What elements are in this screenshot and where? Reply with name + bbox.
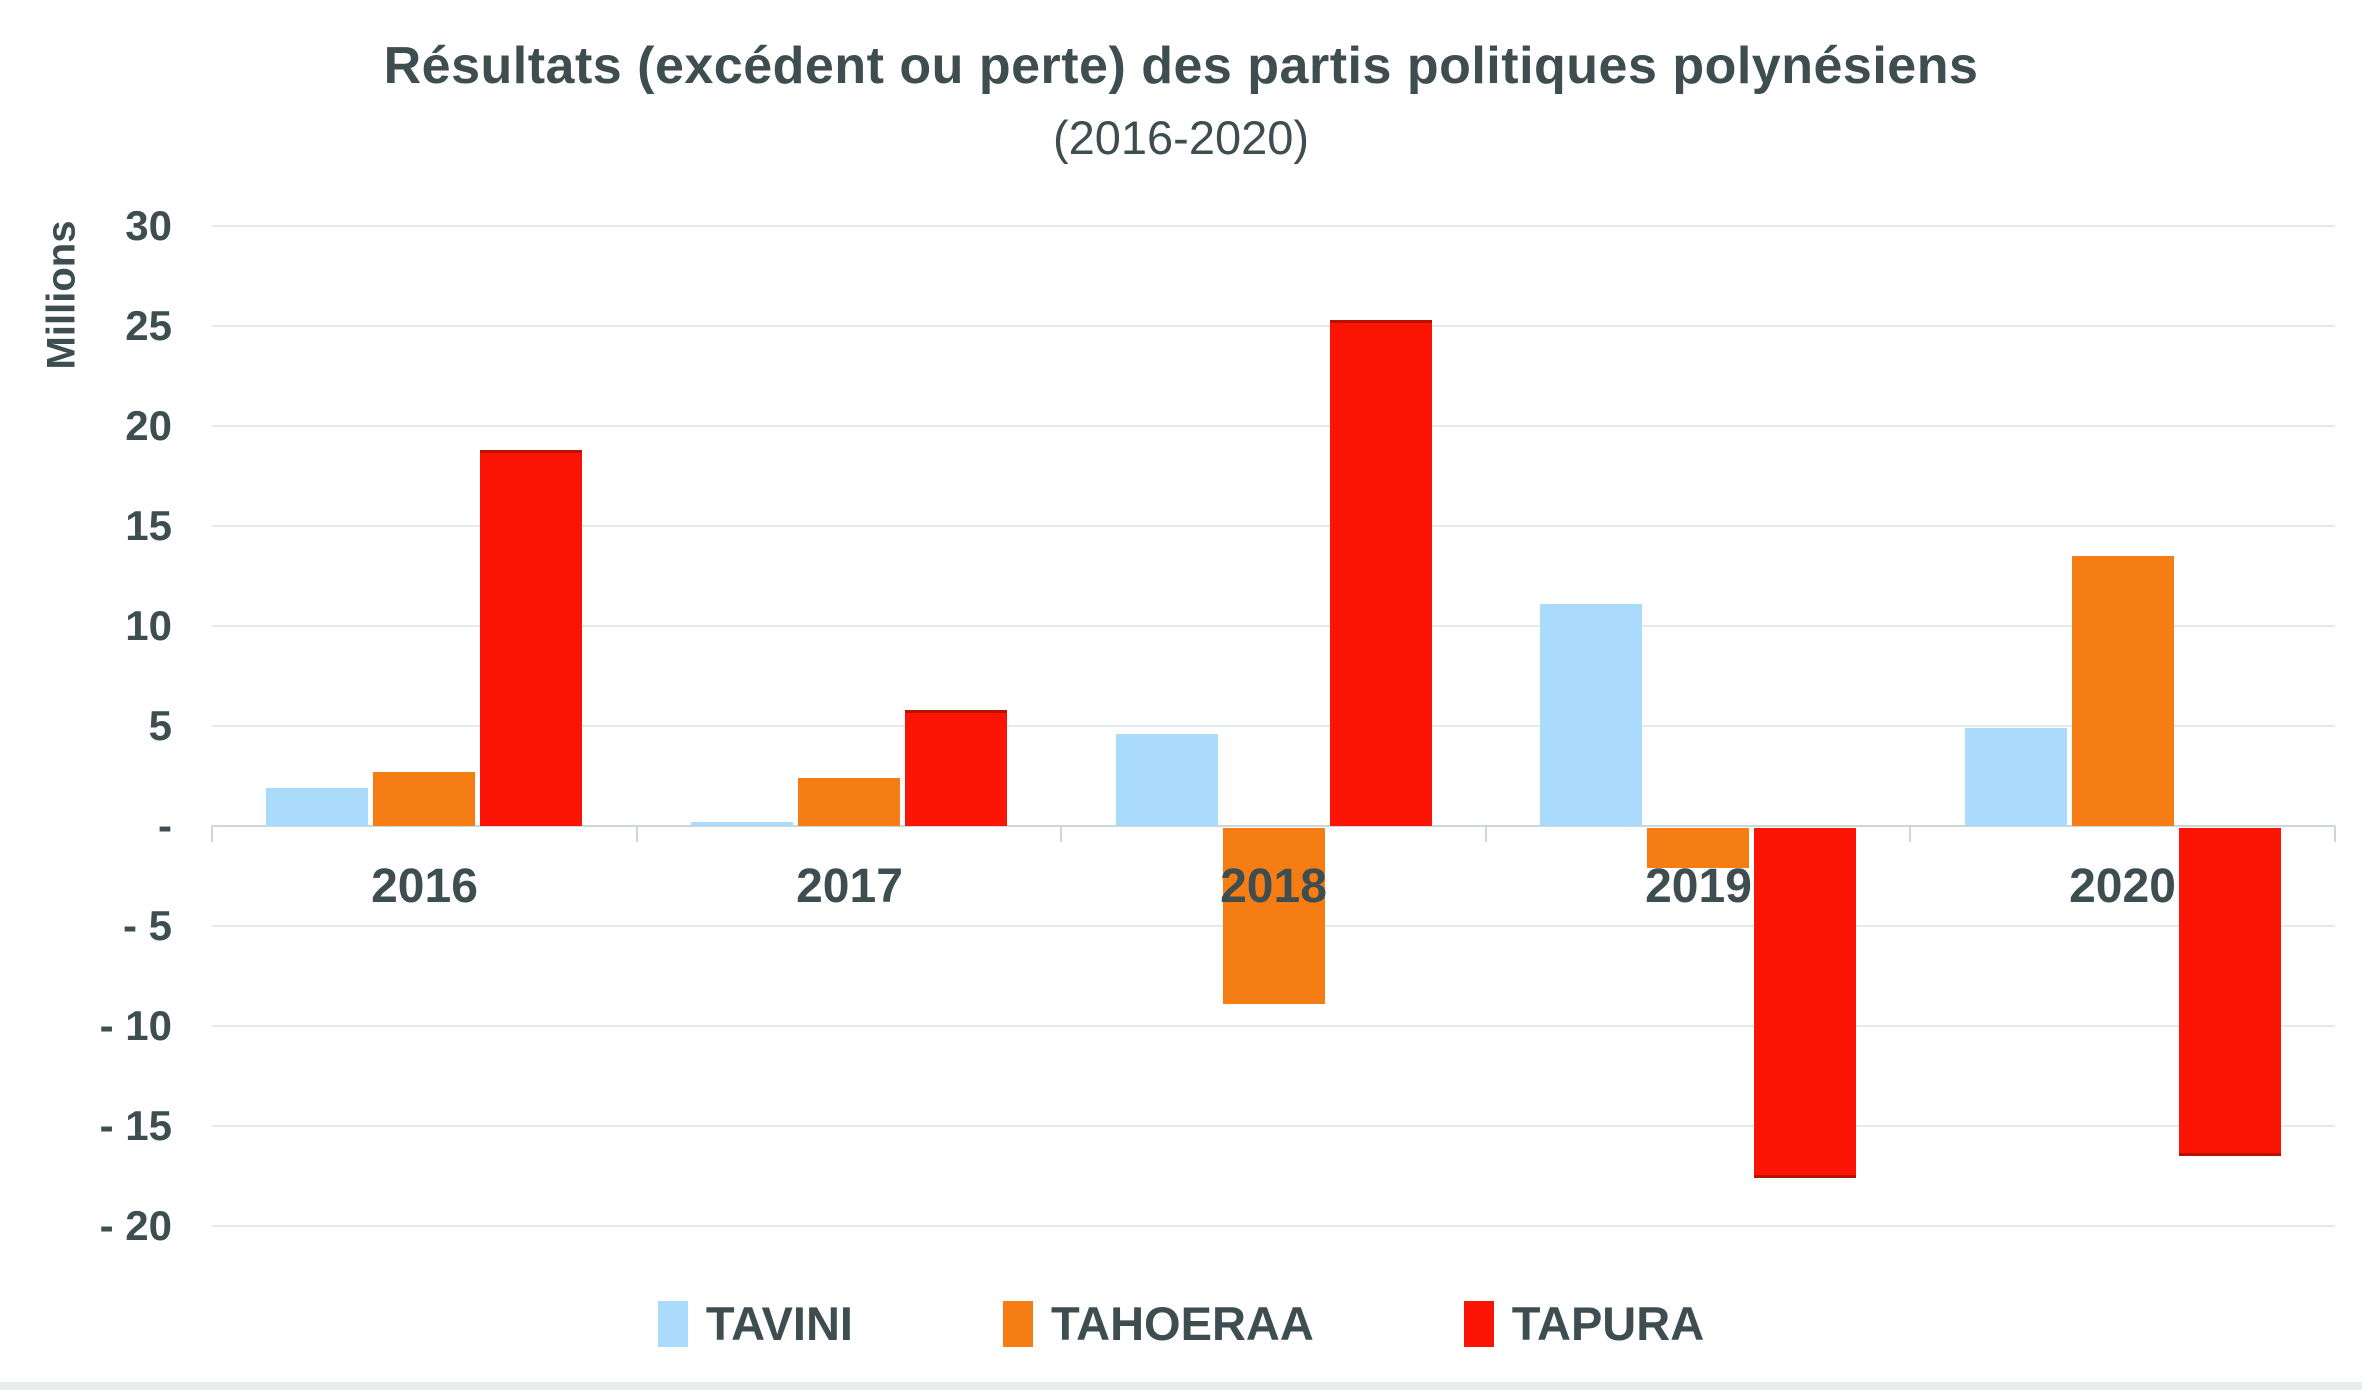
y-tick-label: - 5 [122, 902, 172, 949]
legend: TAVINI TAHOERAA TAPURA [0, 1296, 2362, 1351]
bar-tavini-2019 [1540, 604, 1642, 826]
gridline [212, 1125, 2335, 1127]
x-axis-tick [1060, 826, 1062, 842]
x-axis-label-2018: 2018 [1220, 860, 1327, 913]
y-tick-label: 10 [125, 602, 172, 649]
bar-tahoeraa-2019 [1647, 828, 1749, 868]
bottom-strip [0, 1382, 2362, 1390]
y-tick-label: 30 [125, 202, 172, 249]
gridline [212, 725, 2335, 727]
y-tick-label: 5 [148, 702, 172, 749]
bar-tapura-2016 [480, 450, 582, 826]
bar-tahoeraa-2017 [798, 778, 900, 826]
gridline [212, 1225, 2335, 1227]
x-axis-tick [211, 826, 213, 842]
y-tick-label: 25 [125, 302, 172, 349]
bar-tavini-2020 [1965, 728, 2067, 826]
gridline [212, 325, 2335, 327]
legend-swatch-tapura [1463, 1300, 1494, 1347]
x-axis-label-2019: 2019 [1645, 860, 1752, 913]
gridline [212, 225, 2335, 227]
y-tick-label: - 10 [99, 1002, 172, 1049]
x-axis-label-2016: 2016 [371, 860, 478, 913]
legend-swatch-tahoeraa [1002, 1300, 1033, 1347]
bar-tapura-2018 [1330, 320, 1432, 826]
y-tick-label: - 20 [99, 1202, 172, 1249]
bar-tavini-2016 [266, 788, 368, 826]
bar-tahoeraa-2018 [1223, 828, 1325, 1004]
bar-tapura-2019 [1754, 828, 1856, 1178]
legend-item-tapura: TAPURA [1463, 1296, 1705, 1351]
legend-item-tavini: TAVINI [657, 1296, 853, 1351]
x-axis-tick [2334, 826, 2336, 842]
y-tick-label: 15 [125, 502, 172, 549]
legend-label-tapura: TAPURA [1511, 1297, 1705, 1350]
gridline [212, 425, 2335, 427]
legend-swatch-tavini [657, 1300, 688, 1347]
x-axis-tick [1485, 826, 1487, 842]
bar-tahoeraa-2020 [2072, 556, 2174, 826]
legend-item-tahoeraa: TAHOERAA [1002, 1296, 1314, 1351]
x-axis-tick [1909, 826, 1911, 842]
x-axis-line [212, 825, 2335, 827]
bar-tahoeraa-2016 [373, 772, 475, 826]
gridline [212, 1025, 2335, 1027]
bar-tavini-2018 [1116, 734, 1218, 826]
bar-tapura-2017 [905, 710, 1007, 826]
chart-title: Résultats (excédent ou perte) des partis… [383, 37, 1979, 95]
bar-tapura-2020 [2179, 828, 2281, 1156]
y-tick-label: - 15 [99, 1102, 172, 1149]
y-tick-label: - [158, 802, 172, 849]
y-tick-label: 20 [125, 402, 172, 449]
x-axis-label-2020: 2020 [2069, 860, 2176, 913]
legend-label-tahoeraa: TAHOERAA [1050, 1297, 1314, 1350]
chart-subtitle: (2016-2020) [1052, 111, 1310, 164]
bar-tavini-2017 [691, 822, 793, 826]
x-axis-tick [636, 826, 638, 842]
gridline [212, 525, 2335, 527]
legend-label-tavini: TAVINI [705, 1297, 853, 1350]
x-axis-label-2017: 2017 [796, 860, 903, 913]
gridline [212, 625, 2335, 627]
